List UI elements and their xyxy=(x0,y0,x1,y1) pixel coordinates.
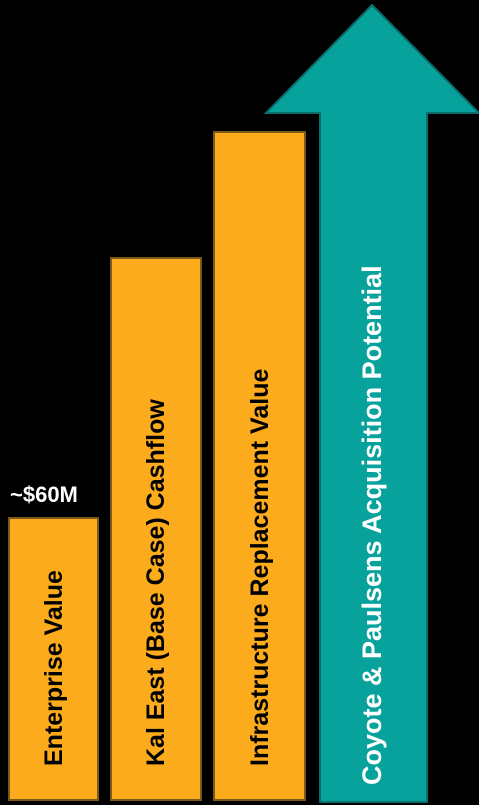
bar-infrastructure-replacement-value: Infrastructure Replacement Value xyxy=(213,131,306,801)
arrow-shape xyxy=(263,3,479,803)
arrow-label: Coyote & Paulsens Acquisition Potential xyxy=(357,265,387,785)
bar-kal-east-cashflow: Kal East (Base Case) Cashflow xyxy=(110,257,202,801)
bar-enterprise-value: Enterprise Value xyxy=(8,517,99,801)
enterprise-value-amount: ~$60M xyxy=(10,482,78,507)
